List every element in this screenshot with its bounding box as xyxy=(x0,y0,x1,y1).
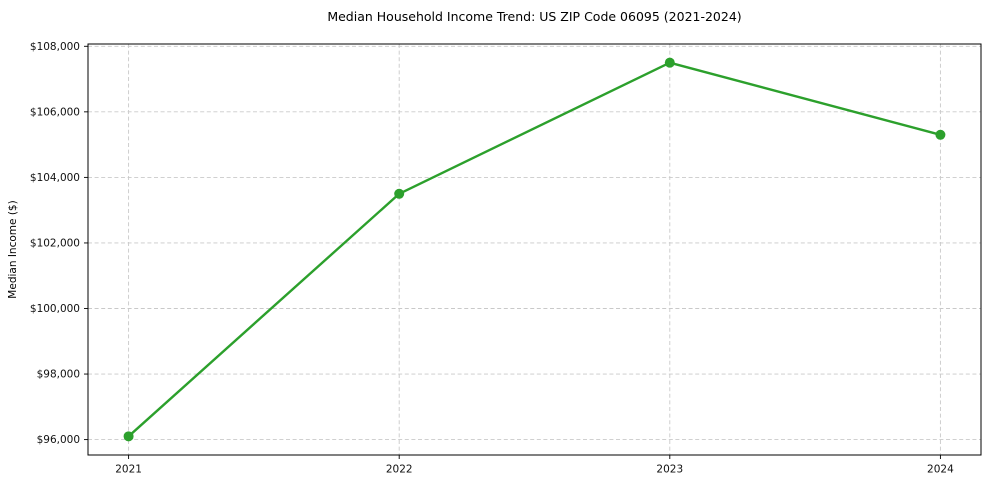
data-point xyxy=(123,431,134,442)
x-tick-label: 2021 xyxy=(115,464,142,476)
y-tick-label: $96,000 xyxy=(37,434,80,446)
y-tick-label: $98,000 xyxy=(37,369,80,381)
y-tick-label: $100,000 xyxy=(30,303,80,315)
y-tick-label: $104,000 xyxy=(30,172,80,184)
x-tick-label: 2022 xyxy=(386,464,413,476)
y-tick-label: $102,000 xyxy=(30,238,80,250)
plot-area: $96,000 $98,000 $100,000 $102,000 $104,000 $1… xyxy=(30,41,982,476)
x-tick-label: 2024 xyxy=(927,464,954,476)
data-point xyxy=(664,57,675,68)
data-point xyxy=(394,188,405,199)
x-tick-label: 2023 xyxy=(656,464,683,476)
y-tick-label: $106,000 xyxy=(30,106,80,118)
y-axis-label: Median Income ($) xyxy=(7,200,19,298)
data-point xyxy=(935,129,946,140)
plot-border xyxy=(87,43,982,456)
y-tick-label: $108,000 xyxy=(30,41,80,53)
income-trend-line xyxy=(127,61,942,438)
chart-title: Median Household Income Trend: US ZIP Co… xyxy=(327,9,741,24)
